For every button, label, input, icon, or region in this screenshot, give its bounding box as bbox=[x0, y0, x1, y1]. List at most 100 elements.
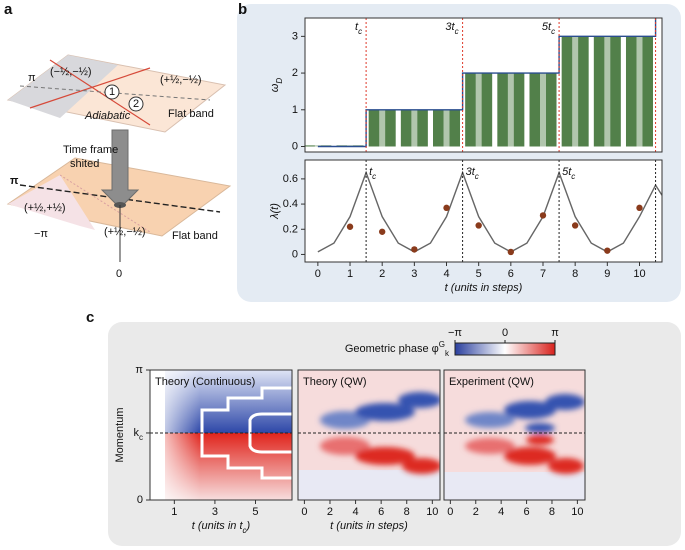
y-axis-label: λ(t) bbox=[269, 203, 281, 220]
heatmap-image bbox=[150, 370, 292, 500]
annotation-part: 5t bbox=[542, 21, 552, 33]
x-tick-label: 2 bbox=[327, 506, 333, 518]
y-tick-label-part: 0 bbox=[292, 248, 298, 260]
x-tick-label: 6 bbox=[508, 268, 514, 280]
x-tick-label: 8 bbox=[404, 506, 410, 518]
x-tick-label: 8 bbox=[572, 268, 578, 280]
x-tick-label: 10 bbox=[633, 268, 645, 280]
bar-highlight bbox=[572, 36, 579, 147]
x-tick-label: 7 bbox=[540, 268, 546, 280]
x-axis-label: t (units in tc) bbox=[192, 520, 251, 535]
colorbar-tick-label: π bbox=[551, 327, 559, 339]
y-tick-label-part: 0.2 bbox=[283, 223, 298, 235]
annotation-part: 5t bbox=[562, 166, 572, 178]
y-tick-label: 2 bbox=[292, 67, 298, 79]
annotation-part: c bbox=[358, 27, 362, 36]
x-tick-label: 2 bbox=[473, 506, 479, 518]
y-tick-label-part: 3 bbox=[292, 30, 298, 42]
shift-label: shited bbox=[70, 158, 99, 170]
x-tick-label: 8 bbox=[549, 506, 555, 518]
data-point bbox=[443, 204, 450, 212]
y-tick-label: 0.6 bbox=[283, 173, 298, 185]
bar-highlight bbox=[507, 73, 514, 147]
colorbar-label: Geometric phase φGk bbox=[345, 340, 450, 358]
y-tick-label-part: k bbox=[134, 427, 140, 439]
heatmap-title: Theory (QW) bbox=[303, 376, 367, 388]
annotation: tc bbox=[369, 166, 376, 181]
plot-frame bbox=[304, 17, 663, 153]
y-axis-label: ωD bbox=[269, 78, 284, 93]
x-axis-label: t (units in steps) bbox=[330, 520, 408, 532]
zero-label: 0 bbox=[116, 268, 122, 280]
x-tick-label: 4 bbox=[353, 506, 359, 518]
annotation-part: c bbox=[551, 27, 555, 36]
adiabatic-label: Adiabatic bbox=[84, 110, 131, 122]
y-tick-label: 3 bbox=[292, 30, 298, 42]
flat-band-label: Flat band bbox=[172, 230, 218, 242]
x-axis-label-part: ) bbox=[245, 520, 251, 532]
data-point bbox=[571, 222, 579, 229]
x-tick-label: 4 bbox=[443, 268, 449, 280]
plot-bg bbox=[305, 160, 662, 262]
y-axis-label-part: D bbox=[275, 78, 284, 84]
data-point bbox=[604, 247, 611, 254]
x-tick-label: 1 bbox=[171, 506, 177, 518]
y-tick-label-part: 0.6 bbox=[283, 173, 298, 185]
shift-label: Time frame bbox=[63, 144, 118, 156]
y-tick-label: 0.2 bbox=[283, 223, 298, 235]
x-axis-label-part: c bbox=[243, 526, 247, 535]
y-tick-label: 0 bbox=[292, 248, 298, 260]
state-label: (+½,+½) bbox=[24, 202, 66, 214]
bar-highlight bbox=[636, 36, 643, 147]
annotation: tc bbox=[355, 21, 362, 36]
y-tick-label-part: 2 bbox=[292, 67, 298, 79]
y-tick-label-part: c bbox=[139, 433, 143, 442]
x-tick-label: 5 bbox=[252, 506, 258, 518]
x-axis-label: t (units in steps) bbox=[445, 282, 523, 294]
bar-highlight bbox=[411, 109, 418, 147]
bar-highlight bbox=[379, 109, 386, 147]
plot-frame bbox=[149, 369, 293, 501]
data-point bbox=[346, 223, 354, 230]
y-tick-label: π bbox=[135, 364, 143, 376]
step-label: 2 bbox=[133, 98, 139, 110]
annotation-part: t bbox=[355, 21, 359, 33]
x-axis-label-part: t (units in t bbox=[192, 520, 244, 532]
x-tick-label: 10 bbox=[571, 506, 583, 518]
plot-frame bbox=[443, 369, 586, 501]
heatmap-image bbox=[298, 370, 440, 500]
x-axis-label-part: t (units in steps) bbox=[445, 282, 523, 294]
annotation-part: c bbox=[455, 27, 459, 36]
y-axis-label-part: ω bbox=[269, 83, 281, 92]
step-label: 1 bbox=[109, 86, 115, 98]
x-tick-label: 4 bbox=[498, 506, 504, 518]
panel-letter: c bbox=[86, 309, 94, 326]
heatmap-title: Experiment (QW) bbox=[449, 376, 534, 388]
x-tick-label: 5 bbox=[476, 268, 482, 280]
data-point bbox=[411, 246, 418, 253]
bar-highlight bbox=[475, 73, 482, 147]
y-tick-label-part: π bbox=[135, 364, 143, 376]
x-axis-label-part: t (units in steps) bbox=[330, 520, 408, 532]
y-tick-label: 1 bbox=[292, 104, 298, 116]
y-tick-label: 0 bbox=[292, 140, 298, 152]
data-point bbox=[636, 204, 643, 212]
bar-highlight bbox=[604, 36, 611, 147]
pi-label: π bbox=[10, 175, 19, 187]
x-tick-label: 0 bbox=[315, 268, 321, 280]
plot-frame bbox=[304, 159, 663, 263]
annotation-part: c bbox=[475, 172, 479, 181]
x-tick-label: 10 bbox=[426, 506, 438, 518]
state-label: (+½,−½) bbox=[104, 226, 146, 238]
annotation-part: c bbox=[571, 172, 575, 181]
annotation: 5tc bbox=[562, 166, 575, 181]
y-tick-label: 0.4 bbox=[283, 198, 298, 210]
theory-line bbox=[317, 170, 663, 253]
plot-frame bbox=[297, 369, 441, 501]
annotation: 3tc bbox=[466, 166, 479, 181]
pi-label: π bbox=[28, 72, 36, 84]
colorbar-label-part: Geometric phase φ bbox=[345, 343, 439, 355]
colorbar-label-part: G bbox=[439, 340, 445, 349]
y-tick-label-part: 1 bbox=[292, 104, 298, 116]
